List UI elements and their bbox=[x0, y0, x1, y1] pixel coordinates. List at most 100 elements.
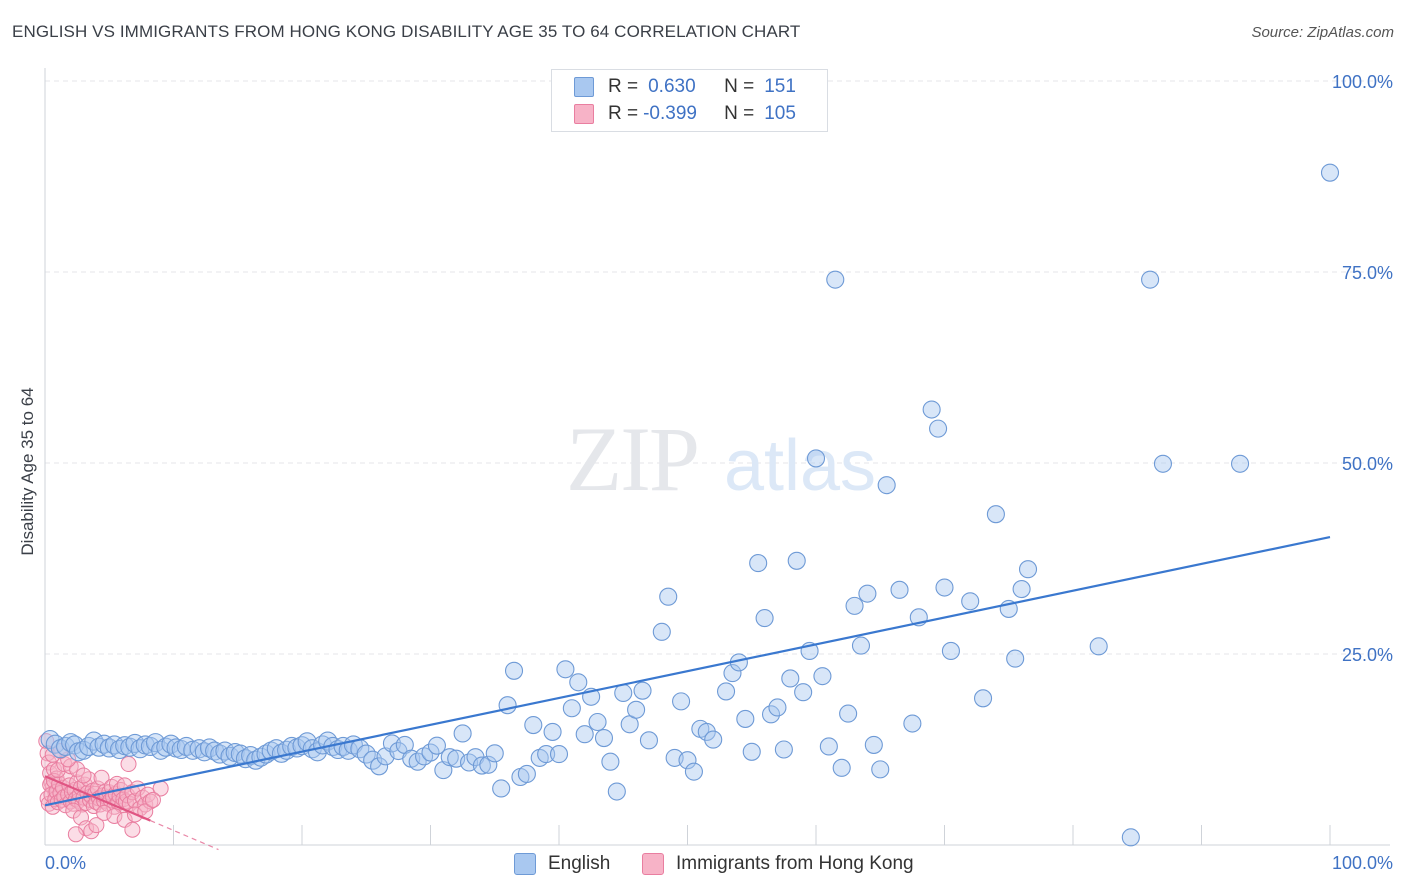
english-point-119 bbox=[742, 742, 761, 761]
english-point-113 bbox=[697, 722, 716, 741]
english-point-10 bbox=[89, 737, 109, 757]
english-point-144 bbox=[922, 400, 941, 419]
bottom-legend-english[interactable]: English bbox=[514, 851, 610, 877]
english-point-111 bbox=[684, 762, 703, 781]
y-axis-title: Disability Age 35 to 64 bbox=[18, 387, 37, 555]
english-point-159 bbox=[1231, 454, 1250, 473]
legend-r-value-hongkong: -0.399 bbox=[643, 103, 697, 124]
correlation-legend: R = 0.630 N = 151 R = -0.399 N = 105 bbox=[551, 69, 828, 132]
legend-row-hongkong: R = -0.399 N = 105 bbox=[574, 102, 796, 126]
english-point-72 bbox=[427, 736, 446, 755]
english-point-83 bbox=[498, 696, 517, 715]
trend-lines bbox=[44, 536, 1331, 851]
hongkong-point-88 bbox=[75, 767, 92, 784]
english-point-104 bbox=[633, 681, 652, 700]
english-point-89 bbox=[537, 745, 556, 764]
english-point-107 bbox=[659, 587, 678, 606]
y-tick-label-50: 50.0% bbox=[1342, 454, 1393, 474]
bottom-legend-label-english: English bbox=[548, 853, 611, 874]
y-tick-label-75: 75.0% bbox=[1342, 263, 1393, 283]
english-point-81 bbox=[485, 744, 504, 763]
english-point-90 bbox=[543, 722, 562, 741]
english-point-152 bbox=[1006, 649, 1025, 668]
hongkong-point-99 bbox=[106, 807, 123, 824]
hongkong-point-96 bbox=[88, 817, 105, 834]
english-point-32 bbox=[205, 741, 225, 761]
english-point-82 bbox=[492, 779, 511, 798]
english-point-24 bbox=[161, 734, 181, 754]
english-point-123 bbox=[768, 698, 787, 717]
source-label: Source: ZipAtlas.com bbox=[1251, 24, 1394, 41]
english-point-116 bbox=[723, 664, 742, 683]
trend-line-hongkong-extension bbox=[150, 820, 219, 851]
english-point-80 bbox=[479, 755, 498, 774]
english-point-149 bbox=[973, 689, 993, 708]
english-point-34 bbox=[215, 741, 235, 761]
bottom-legend-swatch-english bbox=[514, 853, 536, 875]
english-point-20 bbox=[140, 736, 160, 756]
english-point-132 bbox=[826, 270, 845, 289]
english-point-114 bbox=[704, 730, 723, 749]
english-point-100 bbox=[607, 782, 626, 801]
english-point-124 bbox=[774, 740, 793, 759]
hongkong-point-104 bbox=[124, 821, 141, 838]
english-point-150 bbox=[986, 505, 1005, 524]
legend-n-value-hongkong: 105 bbox=[764, 103, 796, 124]
english-point-93 bbox=[562, 699, 581, 718]
english-point-76 bbox=[453, 724, 472, 743]
english-point-87 bbox=[524, 716, 543, 735]
hongkong-point-103 bbox=[144, 791, 161, 808]
english-point-122 bbox=[761, 705, 781, 724]
english-point-141 bbox=[890, 580, 909, 599]
english-point-94 bbox=[569, 673, 588, 692]
legend-n-label: N = bbox=[724, 103, 755, 124]
bottom-legend-hongkong[interactable]: Immigrants from Hong Kong bbox=[642, 851, 914, 877]
legend-n-label: N = bbox=[724, 76, 755, 97]
english-point-148 bbox=[961, 592, 980, 611]
english-point-22 bbox=[151, 740, 171, 760]
english-point-8 bbox=[79, 736, 99, 756]
english-point-84 bbox=[504, 661, 524, 680]
hongkong-point-82 bbox=[142, 793, 159, 810]
english-point-97 bbox=[588, 712, 607, 732]
y-tick-label-25: 25.0% bbox=[1342, 645, 1393, 665]
english-point-137 bbox=[858, 584, 877, 603]
hongkong-point-97 bbox=[67, 826, 84, 843]
hongkong-point-87 bbox=[69, 761, 86, 778]
english-point-130 bbox=[813, 667, 832, 686]
english-point-74 bbox=[440, 748, 459, 767]
english-point-138 bbox=[864, 735, 883, 754]
x-tick-label-100: 100.0% bbox=[1332, 853, 1393, 873]
english-point-103 bbox=[627, 700, 646, 719]
hongkong-point-84 bbox=[49, 762, 66, 779]
english-point-106 bbox=[652, 622, 671, 641]
series-english-points bbox=[40, 163, 1340, 847]
english-point-127 bbox=[794, 683, 813, 702]
english-point-23 bbox=[156, 737, 176, 757]
hongkong-point-94 bbox=[78, 820, 95, 837]
english-point-31 bbox=[199, 738, 220, 758]
hongkong-point-98 bbox=[96, 804, 113, 821]
english-point-147 bbox=[941, 641, 960, 660]
english-point-110 bbox=[678, 751, 697, 770]
english-point-133 bbox=[832, 758, 851, 777]
english-point-92 bbox=[556, 660, 575, 679]
legend-n-value-english: 151 bbox=[764, 76, 796, 97]
english-point-146 bbox=[935, 578, 954, 597]
english-point-29 bbox=[189, 739, 209, 759]
english-point-105 bbox=[639, 731, 659, 750]
english-point-101 bbox=[614, 683, 633, 703]
english-point-160 bbox=[1320, 163, 1340, 182]
english-point-99 bbox=[601, 752, 620, 771]
english-point-156 bbox=[1121, 828, 1140, 847]
english-point-154 bbox=[1018, 560, 1038, 579]
hongkong-point-80 bbox=[137, 796, 154, 813]
legend-swatch-english bbox=[574, 77, 594, 97]
english-point-125 bbox=[781, 669, 800, 688]
y-tick-label-100: 100.0% bbox=[1332, 72, 1393, 92]
english-point-129 bbox=[806, 449, 826, 468]
english-point-109 bbox=[672, 692, 691, 711]
english-point-120 bbox=[749, 554, 768, 573]
english-point-134 bbox=[839, 704, 858, 723]
